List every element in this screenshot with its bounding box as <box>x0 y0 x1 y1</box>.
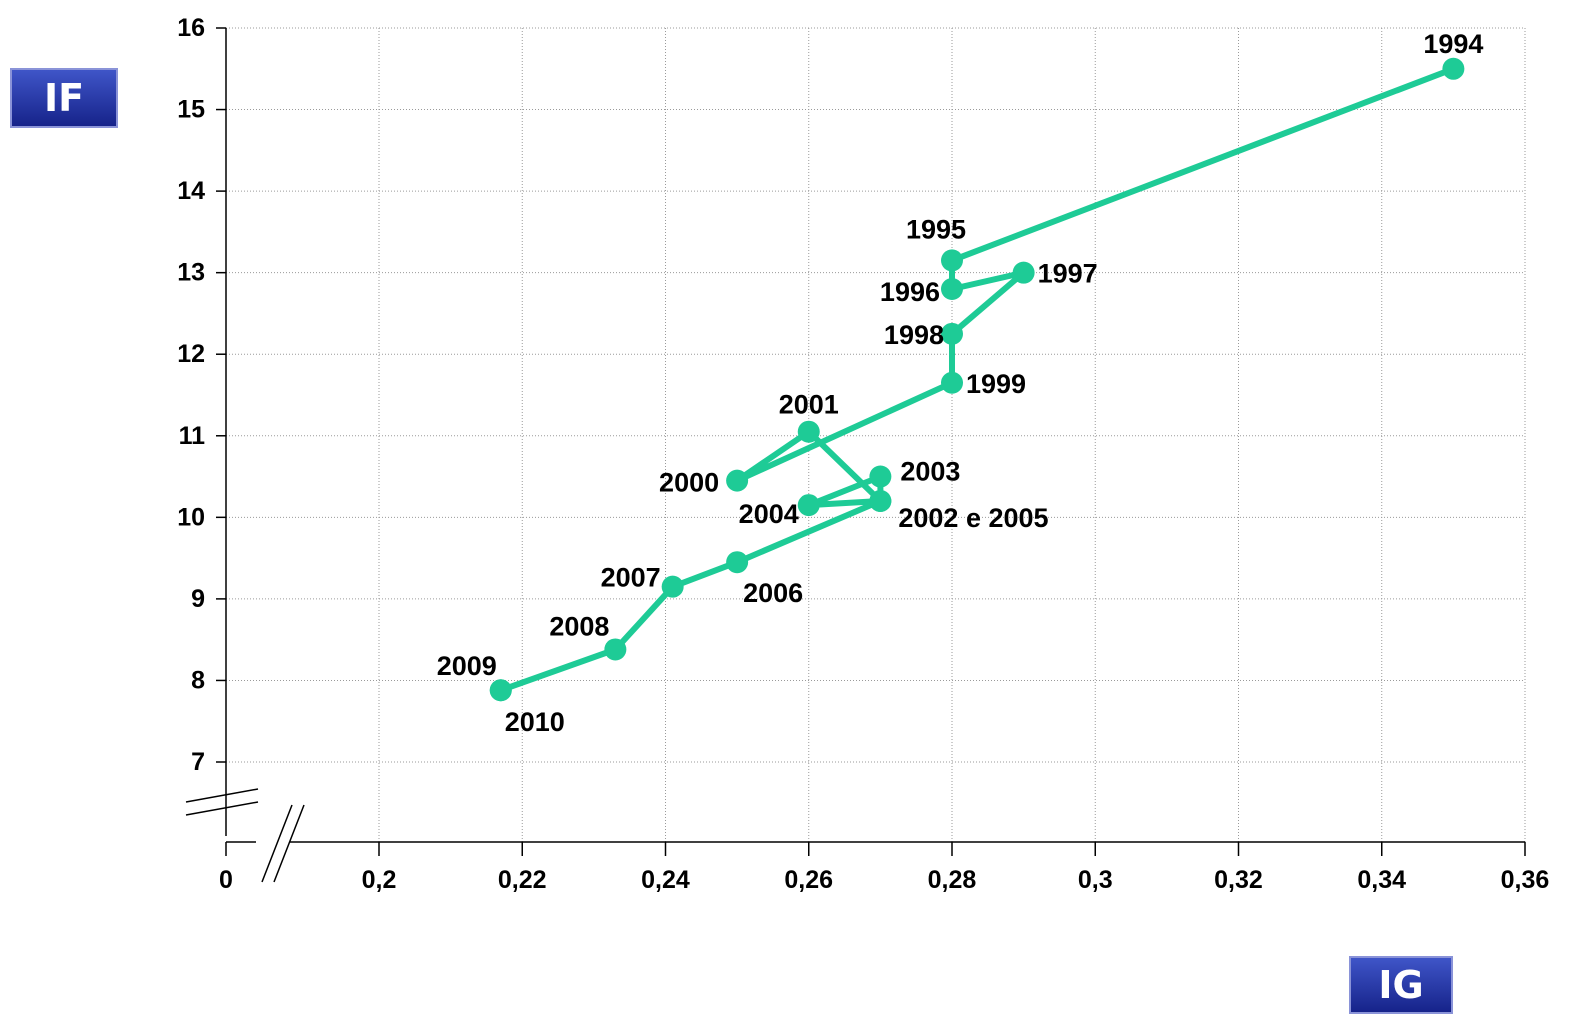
y-tick-label: 16 <box>177 14 205 42</box>
y-break-line <box>185 788 259 803</box>
y-axis-badge: IF <box>10 68 118 128</box>
data-point <box>604 638 627 661</box>
point-label: 1999 <box>966 369 1026 399</box>
x-tick-label: 0,32 <box>1214 866 1263 894</box>
axes <box>216 27 1526 856</box>
data-point <box>941 277 963 300</box>
point-label: 1998 <box>884 320 944 350</box>
y-tick-label: 11 <box>179 422 206 450</box>
axis-break-marks <box>185 788 305 883</box>
x-tick-label: 0,36 <box>1501 866 1550 894</box>
y-tick-label: 15 <box>177 96 205 124</box>
data-point <box>726 469 749 492</box>
y-tick-label: 13 <box>177 259 205 287</box>
point-label: 1996 <box>880 277 940 307</box>
data-point <box>797 494 820 517</box>
data-point <box>661 575 684 598</box>
y-tick-label: 10 <box>177 503 205 531</box>
point-label: 2006 <box>743 578 803 608</box>
series-path <box>497 65 1457 694</box>
x-tick-label: 0,2 <box>362 866 397 894</box>
x-tick-label: 0,28 <box>928 866 977 894</box>
data-points <box>489 57 1465 702</box>
point-label: 2009 <box>437 651 497 681</box>
data-point <box>1012 261 1035 284</box>
point-label: 1994 <box>1423 29 1483 59</box>
x-tick-label: 0,26 <box>784 866 833 894</box>
data-point <box>869 465 892 488</box>
data-point <box>941 249 963 272</box>
y-tick-label: 12 <box>177 340 205 368</box>
data-point <box>941 322 963 345</box>
point-label: 1997 <box>1038 259 1098 289</box>
y-break-line <box>185 801 259 816</box>
point-label: 2002 e 2005 <box>898 503 1048 533</box>
data-point <box>726 551 749 574</box>
point-label: 2008 <box>549 611 609 641</box>
point-label: 2003 <box>900 457 960 487</box>
x-axis-badge: IG <box>1349 956 1453 1014</box>
x-break-line <box>261 804 293 883</box>
y-tick-label: 14 <box>177 177 205 205</box>
point-label: 2007 <box>601 563 661 593</box>
y-tick-label: 7 <box>191 748 205 776</box>
x-tick-label: 0 <box>219 866 233 894</box>
point-label: 2000 <box>659 468 719 498</box>
x-tick-label: 0,3 <box>1078 866 1113 894</box>
grid <box>226 27 1526 842</box>
data-point <box>489 679 512 702</box>
series-line <box>497 65 1457 694</box>
x-tick-label: 0,22 <box>498 866 547 894</box>
x-tick-label: 0,34 <box>1357 866 1406 894</box>
point-label: 2001 <box>779 390 839 420</box>
x-tick-label: 0,24 <box>641 866 690 894</box>
x-break-line <box>273 804 305 883</box>
point-label: 1995 <box>906 214 966 244</box>
tick-labels: 0 0,2 0,22 0,24 0,26 0,28 0,3 0,32 0,34 0,36 7 8 9 10… <box>177 14 1549 894</box>
data-point <box>1442 57 1465 80</box>
data-point <box>869 490 892 513</box>
point-labels: 1994 1995 1996 1997 1998 1999 2000 2001 2002 e 2… <box>437 29 1484 737</box>
data-point <box>797 420 820 443</box>
point-label: 2004 <box>739 499 799 529</box>
data-point <box>941 371 963 394</box>
y-tick-label: 9 <box>191 585 205 613</box>
point-label: 2010 <box>505 707 565 737</box>
x-axis-gap <box>256 836 290 848</box>
y-tick-label: 8 <box>191 666 205 694</box>
